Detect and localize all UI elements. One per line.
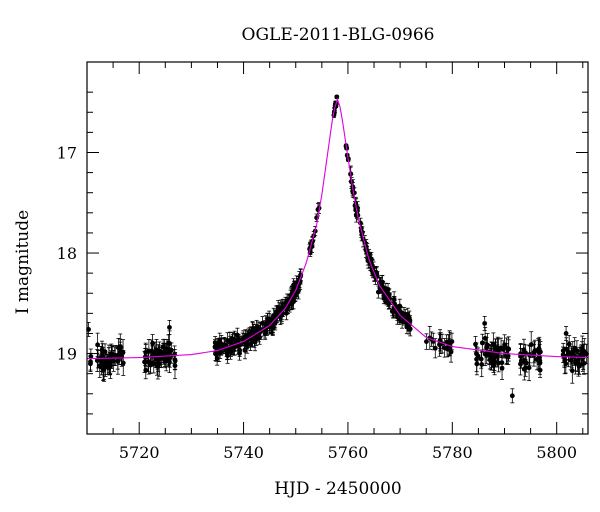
data-point bbox=[254, 325, 260, 331]
data-point bbox=[95, 342, 101, 348]
data-point bbox=[108, 352, 114, 358]
data-point bbox=[101, 361, 107, 367]
data-point bbox=[406, 315, 412, 321]
data-point bbox=[375, 289, 381, 295]
data-point bbox=[143, 350, 149, 355]
data-point bbox=[579, 346, 585, 351]
data-point bbox=[479, 362, 485, 367]
data-point bbox=[151, 361, 157, 367]
data-point bbox=[581, 351, 587, 357]
y-tick-label: 19 bbox=[57, 345, 77, 364]
data-point bbox=[172, 358, 178, 364]
x-tick-label: 5720 bbox=[119, 443, 160, 462]
data-point bbox=[397, 303, 403, 309]
data-point bbox=[100, 349, 106, 354]
data-point bbox=[523, 350, 528, 356]
y-tick-label: 18 bbox=[57, 244, 77, 263]
plot-frame bbox=[86, 61, 589, 435]
data-point bbox=[97, 363, 103, 369]
data-point bbox=[401, 317, 407, 323]
data-point bbox=[115, 355, 121, 360]
data-point bbox=[487, 357, 493, 363]
data-point bbox=[509, 393, 515, 399]
data-point bbox=[479, 340, 485, 346]
data-point bbox=[88, 353, 94, 359]
data-point bbox=[505, 353, 511, 359]
data-point bbox=[244, 342, 250, 348]
data-point bbox=[240, 335, 246, 341]
data-point bbox=[574, 348, 580, 354]
data-point bbox=[474, 361, 480, 367]
data-point bbox=[160, 351, 166, 357]
data-point bbox=[379, 279, 385, 285]
data-point bbox=[167, 325, 172, 330]
x-tick-label: 5800 bbox=[536, 443, 577, 462]
model-curve-layer bbox=[86, 97, 589, 360]
data-point bbox=[502, 342, 507, 348]
data-point bbox=[213, 344, 219, 350]
data-point bbox=[442, 345, 448, 351]
data-point bbox=[568, 352, 574, 358]
data-point bbox=[449, 339, 455, 344]
data-point bbox=[560, 348, 566, 354]
data-point bbox=[334, 94, 340, 100]
axes-layer: 5720 5740 5760 5780 5800 17 18 19 bbox=[57, 61, 589, 462]
data-point bbox=[389, 308, 395, 314]
data-point bbox=[213, 351, 218, 357]
data-point bbox=[491, 362, 496, 368]
data-point bbox=[562, 358, 568, 364]
x-axis-label: HJD - 2450000 bbox=[274, 479, 402, 499]
data-point bbox=[523, 365, 528, 371]
data-point bbox=[534, 356, 540, 362]
data-point bbox=[150, 353, 155, 359]
model-curve bbox=[86, 97, 589, 360]
x-tick-label: 5780 bbox=[432, 443, 473, 462]
data-point bbox=[242, 348, 248, 353]
data-point bbox=[566, 341, 572, 347]
data-point bbox=[120, 360, 126, 366]
data-point bbox=[526, 365, 532, 371]
y-tick-label: 17 bbox=[57, 143, 77, 162]
data-point bbox=[518, 353, 523, 359]
data-point bbox=[283, 310, 289, 316]
data-point bbox=[275, 310, 280, 316]
data-point bbox=[394, 314, 400, 320]
data-point bbox=[528, 342, 534, 348]
data-point bbox=[230, 339, 236, 345]
data-point bbox=[155, 360, 161, 366]
chart-title: OGLE-2011-BLG-0966 bbox=[242, 25, 435, 45]
x-tick-label: 5740 bbox=[223, 443, 264, 462]
data-point bbox=[424, 339, 429, 345]
data-point bbox=[495, 345, 501, 351]
data-point bbox=[235, 343, 241, 349]
data-point bbox=[234, 332, 240, 338]
data-point bbox=[484, 344, 489, 350]
data-point bbox=[94, 358, 100, 363]
data-point bbox=[100, 367, 106, 373]
data-point bbox=[146, 359, 152, 365]
data-point bbox=[563, 331, 569, 336]
data-point bbox=[569, 368, 575, 374]
data-point bbox=[490, 341, 496, 347]
data-point bbox=[212, 340, 218, 346]
data-point bbox=[573, 360, 578, 366]
data-point bbox=[499, 360, 505, 366]
data-point bbox=[167, 359, 172, 365]
y-axis-label: I magnitude bbox=[13, 210, 33, 314]
data-point bbox=[117, 344, 123, 349]
data-point bbox=[150, 340, 155, 346]
data-point bbox=[489, 352, 494, 358]
data-point bbox=[473, 341, 478, 347]
data-point bbox=[289, 300, 295, 306]
x-tick-label: 5760 bbox=[328, 443, 369, 462]
data-point bbox=[482, 321, 488, 326]
data-point bbox=[478, 356, 484, 362]
data-point bbox=[172, 352, 177, 358]
data-point bbox=[214, 356, 220, 361]
